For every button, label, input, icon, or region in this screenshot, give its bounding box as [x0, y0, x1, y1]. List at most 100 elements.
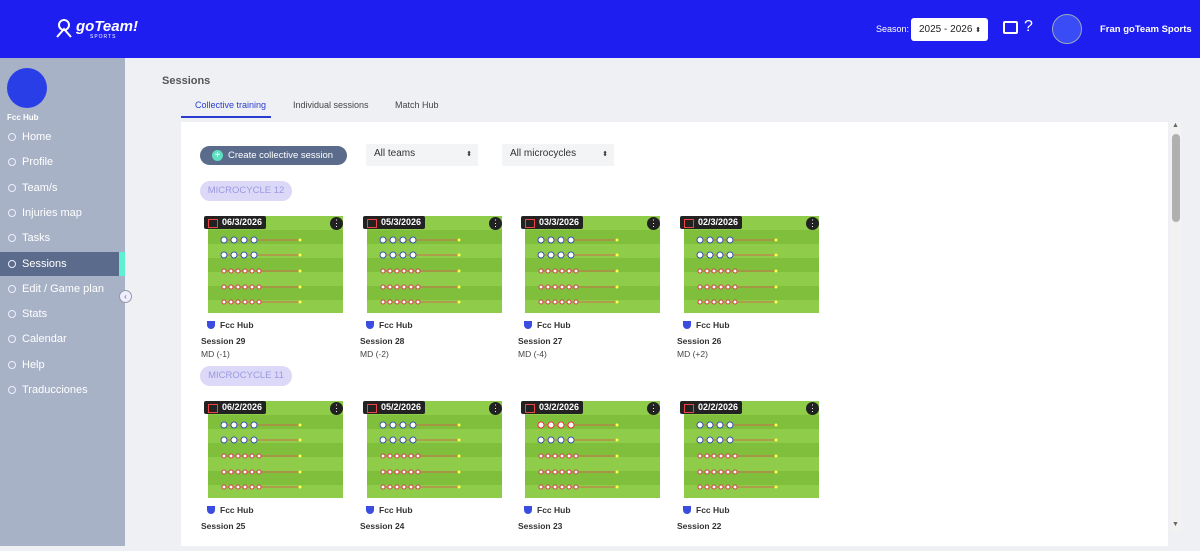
tab[interactable]: Match Hub [395, 100, 439, 110]
field-shape [704, 453, 710, 459]
nav-item[interactable]: Home [0, 125, 125, 149]
session-card[interactable]: 02/3/2026 ⋮ Fcc Hub Session 26 MD (+2) [677, 216, 824, 366]
field-shape [552, 484, 558, 490]
field-shape [697, 453, 703, 459]
field-shape [567, 421, 575, 429]
session-card[interactable]: 05/2/2026 ⋮ Fcc Hub Session 24 [360, 401, 507, 551]
field-shape [228, 284, 234, 290]
field-shape [389, 436, 397, 444]
field-shape [552, 453, 558, 459]
field-shape [684, 415, 819, 429]
field-shape [573, 268, 579, 274]
field-shape [704, 284, 710, 290]
field-shape [711, 469, 717, 475]
field-shape [704, 299, 710, 305]
field-shape [379, 251, 387, 259]
field-shape [704, 484, 710, 490]
field-shape [615, 253, 619, 257]
field-shape [401, 299, 407, 305]
session-card[interactable]: 03/2/2026 ⋮ Fcc Hub Session 23 [518, 401, 665, 551]
field-shape [525, 429, 660, 443]
field-shape [684, 485, 819, 498]
chat-icon[interactable] [1003, 21, 1018, 34]
field-shape [298, 285, 302, 289]
field-shape [725, 268, 731, 274]
nav-item[interactable]: Edit / Game plan [0, 277, 125, 301]
team-name: Fcc Hub [379, 505, 413, 515]
field-shape [716, 236, 724, 244]
filter-select[interactable]: All teams ⬍ [366, 144, 478, 166]
team-name: Fcc Hub [220, 505, 254, 515]
team-shield [524, 506, 532, 514]
session-card[interactable]: 06/2/2026 ⋮ Fcc Hub Session 25 [201, 401, 348, 551]
session-card[interactable]: 05/3/2026 ⋮ Fcc Hub Session 28 MD (-2) [360, 216, 507, 366]
field-shape [367, 244, 502, 258]
nav-icon [8, 360, 16, 369]
card-menu[interactable]: ⋮ [806, 402, 819, 415]
field-shape [367, 300, 502, 313]
card-menu[interactable]: ⋮ [806, 217, 819, 230]
card-menu[interactable]: ⋮ [489, 217, 502, 230]
field-shape [573, 284, 579, 290]
field-shape [525, 485, 660, 498]
card-menu[interactable]: ⋮ [647, 402, 660, 415]
nav-item[interactable]: Team/s [0, 176, 125, 200]
field-shape [615, 454, 619, 458]
field-shape [220, 436, 228, 444]
field-shape [220, 236, 228, 244]
card-menu[interactable]: ⋮ [489, 402, 502, 415]
field-shape [415, 484, 421, 490]
tab[interactable]: Collective training [195, 100, 267, 110]
field-shape [208, 230, 343, 244]
session-date: 06/3/2026 [204, 216, 267, 229]
nav-item[interactable]: Stats [0, 302, 125, 326]
team-name: Fcc Hub [696, 320, 730, 330]
field-shape [718, 284, 724, 290]
user-name[interactable]: Fran goTeam Sports [1100, 24, 1192, 35]
field-shape [559, 268, 565, 274]
field-shape [567, 251, 575, 259]
nav-item[interactable]: Help [0, 353, 125, 377]
nav-item[interactable]: Calendar [0, 327, 125, 351]
filter-select[interactable]: All microcycles ⬍ [502, 144, 614, 166]
field-shape [415, 469, 421, 475]
nav-item[interactable]: Injuries map [0, 201, 125, 225]
field-shape [567, 436, 575, 444]
card-menu[interactable]: ⋮ [330, 217, 343, 230]
field-shape [401, 469, 407, 475]
nav-item[interactable]: Traducciones [0, 378, 125, 402]
field-shape [208, 485, 343, 498]
field-shape [457, 438, 461, 442]
field-shape [538, 284, 544, 290]
card-menu[interactable]: ⋮ [647, 217, 660, 230]
season-label: Season: [876, 24, 910, 34]
session-card[interactable]: 06/3/2026 ⋮ Fcc Hub Session 29 MD (-1) [201, 216, 348, 366]
session-card[interactable]: 03/3/2026 ⋮ Fcc Hub Session 27 MD (-4) [518, 216, 665, 366]
nav-icon [8, 310, 16, 319]
nav-label: Calendar [22, 333, 67, 346]
card-menu[interactable]: ⋮ [330, 402, 343, 415]
season-select[interactable]: 2025 - 2026 ⬍ [911, 18, 988, 41]
field-shape [235, 268, 241, 274]
nav-label: Stats [22, 308, 48, 321]
tab[interactable]: Individual sessions [293, 100, 369, 110]
field-shape [298, 438, 302, 442]
nav-label: Traducciones [22, 384, 88, 396]
collapse-toggle[interactable]: ‹ [119, 290, 132, 303]
field-shape [615, 300, 619, 304]
field-shape [367, 457, 502, 471]
nav-item[interactable]: Sessions [0, 251, 125, 276]
field-shape [725, 284, 731, 290]
session-md: MD (-4) [518, 349, 547, 359]
user-avatar[interactable] [1052, 14, 1082, 44]
field-shape [545, 299, 551, 305]
field-shape [547, 436, 555, 444]
nav-item[interactable]: Tasks [0, 226, 125, 250]
session-name: Session 28 [360, 336, 405, 346]
nav-item[interactable]: Profile [0, 150, 125, 174]
help-icon[interactable]: ? [1024, 18, 1033, 35]
field-shape [537, 251, 545, 259]
team-shield [524, 321, 532, 329]
create-button[interactable]: Create collective session [200, 146, 347, 165]
session-card[interactable]: 02/2/2026 ⋮ Fcc Hub Session 22 [677, 401, 824, 551]
